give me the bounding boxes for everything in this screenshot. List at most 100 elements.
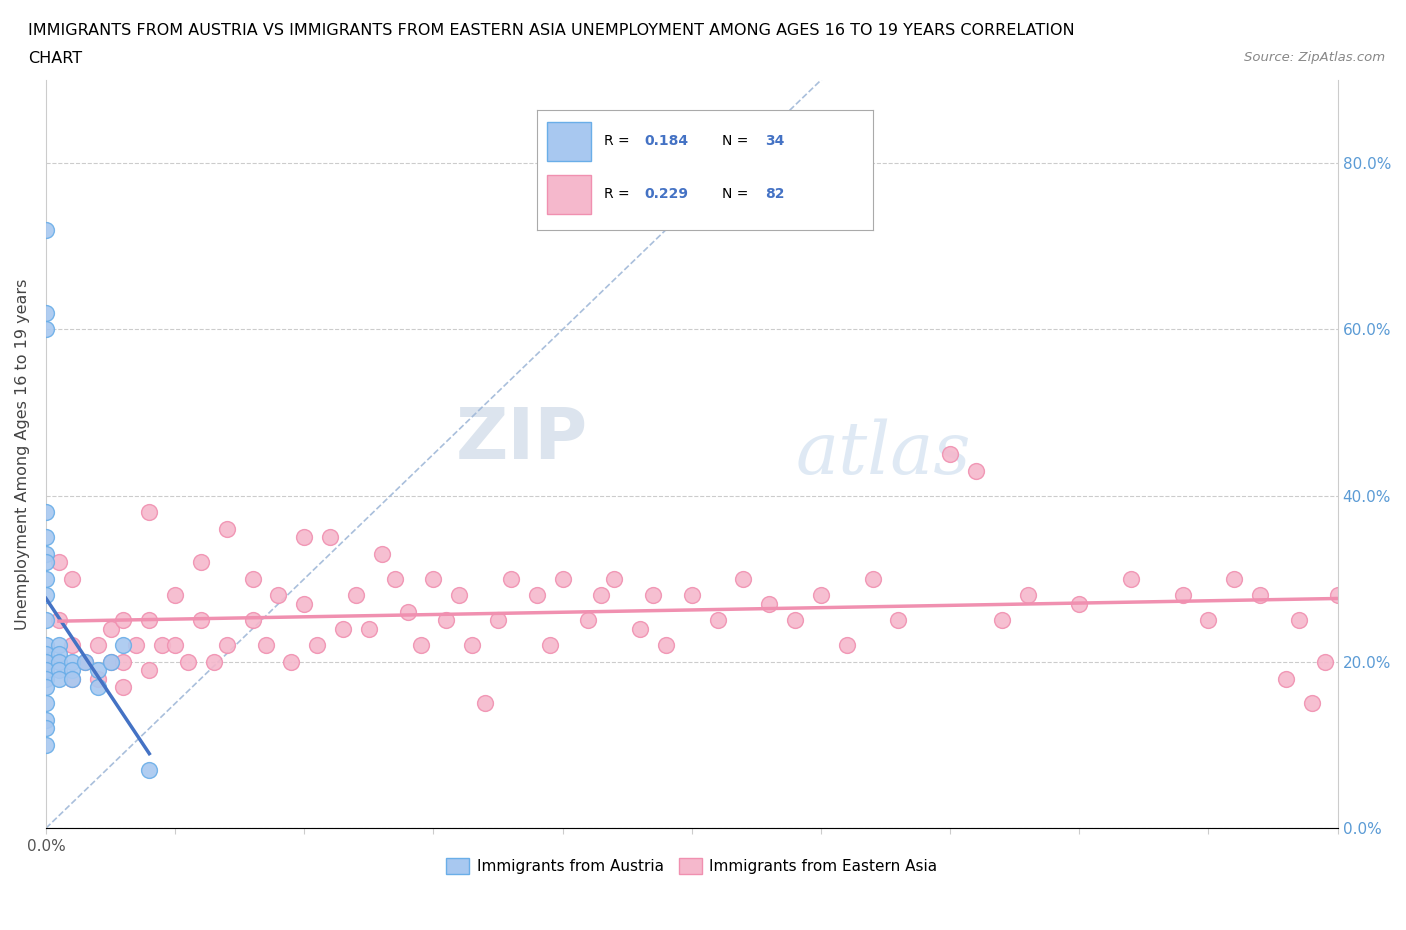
Point bbox=[1301, 696, 1323, 711]
Point bbox=[396, 604, 419, 619]
Point bbox=[1326, 588, 1348, 603]
Point bbox=[138, 613, 160, 628]
Point bbox=[280, 655, 302, 670]
Point bbox=[35, 663, 58, 678]
Point bbox=[526, 588, 548, 603]
Point bbox=[1313, 655, 1336, 670]
Point bbox=[486, 613, 509, 628]
Point bbox=[35, 505, 58, 520]
Point bbox=[48, 646, 70, 661]
Point bbox=[681, 588, 703, 603]
Point bbox=[60, 663, 83, 678]
Point bbox=[242, 613, 264, 628]
Point bbox=[422, 571, 444, 586]
Point bbox=[733, 571, 755, 586]
Point bbox=[100, 621, 122, 636]
Point bbox=[1275, 671, 1298, 686]
Point bbox=[48, 638, 70, 653]
Point bbox=[991, 613, 1014, 628]
Point bbox=[112, 638, 135, 653]
Point bbox=[35, 613, 58, 628]
Point bbox=[603, 571, 626, 586]
Point bbox=[785, 613, 807, 628]
Point bbox=[177, 655, 200, 670]
Point bbox=[60, 571, 83, 586]
Point bbox=[35, 646, 58, 661]
Legend: Immigrants from Austria, Immigrants from Eastern Asia: Immigrants from Austria, Immigrants from… bbox=[440, 852, 943, 881]
Point bbox=[449, 588, 471, 603]
Point bbox=[641, 588, 664, 603]
Point bbox=[292, 530, 315, 545]
Point bbox=[60, 671, 83, 686]
Point bbox=[538, 638, 561, 653]
Point bbox=[461, 638, 484, 653]
Point bbox=[474, 696, 496, 711]
Point bbox=[939, 446, 962, 461]
Point bbox=[357, 621, 380, 636]
Point bbox=[578, 613, 600, 628]
Point bbox=[48, 554, 70, 569]
Point bbox=[165, 638, 187, 653]
Point bbox=[35, 671, 58, 686]
Point bbox=[35, 547, 58, 562]
Point bbox=[35, 696, 58, 711]
Point bbox=[862, 571, 884, 586]
Point bbox=[73, 655, 96, 670]
Point bbox=[112, 680, 135, 695]
Point bbox=[60, 671, 83, 686]
Y-axis label: Unemployment Among Ages 16 to 19 years: Unemployment Among Ages 16 to 19 years bbox=[15, 278, 30, 630]
Point bbox=[409, 638, 432, 653]
Point bbox=[332, 621, 354, 636]
Point bbox=[35, 554, 58, 569]
Point bbox=[48, 671, 70, 686]
Point bbox=[887, 613, 910, 628]
Point bbox=[1198, 613, 1220, 628]
Point bbox=[1171, 588, 1194, 603]
Point bbox=[35, 638, 58, 653]
Point bbox=[100, 655, 122, 670]
Point bbox=[319, 530, 342, 545]
Point bbox=[499, 571, 522, 586]
Text: CHART: CHART bbox=[28, 51, 82, 66]
Point bbox=[150, 638, 173, 653]
Point bbox=[35, 721, 58, 736]
Point bbox=[292, 596, 315, 611]
Point bbox=[112, 613, 135, 628]
Point bbox=[758, 596, 780, 611]
Point bbox=[86, 680, 108, 695]
Point bbox=[190, 613, 212, 628]
Point bbox=[138, 663, 160, 678]
Point bbox=[138, 763, 160, 777]
Point bbox=[35, 305, 58, 320]
Point bbox=[307, 638, 329, 653]
Point bbox=[35, 588, 58, 603]
Point bbox=[384, 571, 406, 586]
Point bbox=[965, 463, 987, 478]
Point bbox=[48, 613, 70, 628]
Point bbox=[60, 638, 83, 653]
Point bbox=[125, 638, 148, 653]
Point bbox=[48, 663, 70, 678]
Point bbox=[60, 655, 83, 670]
Point bbox=[1119, 571, 1142, 586]
Point bbox=[35, 530, 58, 545]
Point bbox=[86, 663, 108, 678]
Point bbox=[1249, 588, 1271, 603]
Point bbox=[344, 588, 367, 603]
Point bbox=[86, 671, 108, 686]
Point bbox=[73, 655, 96, 670]
Point bbox=[1223, 571, 1246, 586]
Point bbox=[1069, 596, 1091, 611]
Point bbox=[35, 571, 58, 586]
Point bbox=[86, 638, 108, 653]
Point bbox=[35, 322, 58, 337]
Text: atlas: atlas bbox=[796, 418, 970, 489]
Point bbox=[551, 571, 574, 586]
Point bbox=[810, 588, 832, 603]
Point bbox=[35, 712, 58, 727]
Point bbox=[1017, 588, 1039, 603]
Point bbox=[138, 505, 160, 520]
Point bbox=[628, 621, 651, 636]
Point bbox=[35, 737, 58, 752]
Point bbox=[48, 655, 70, 670]
